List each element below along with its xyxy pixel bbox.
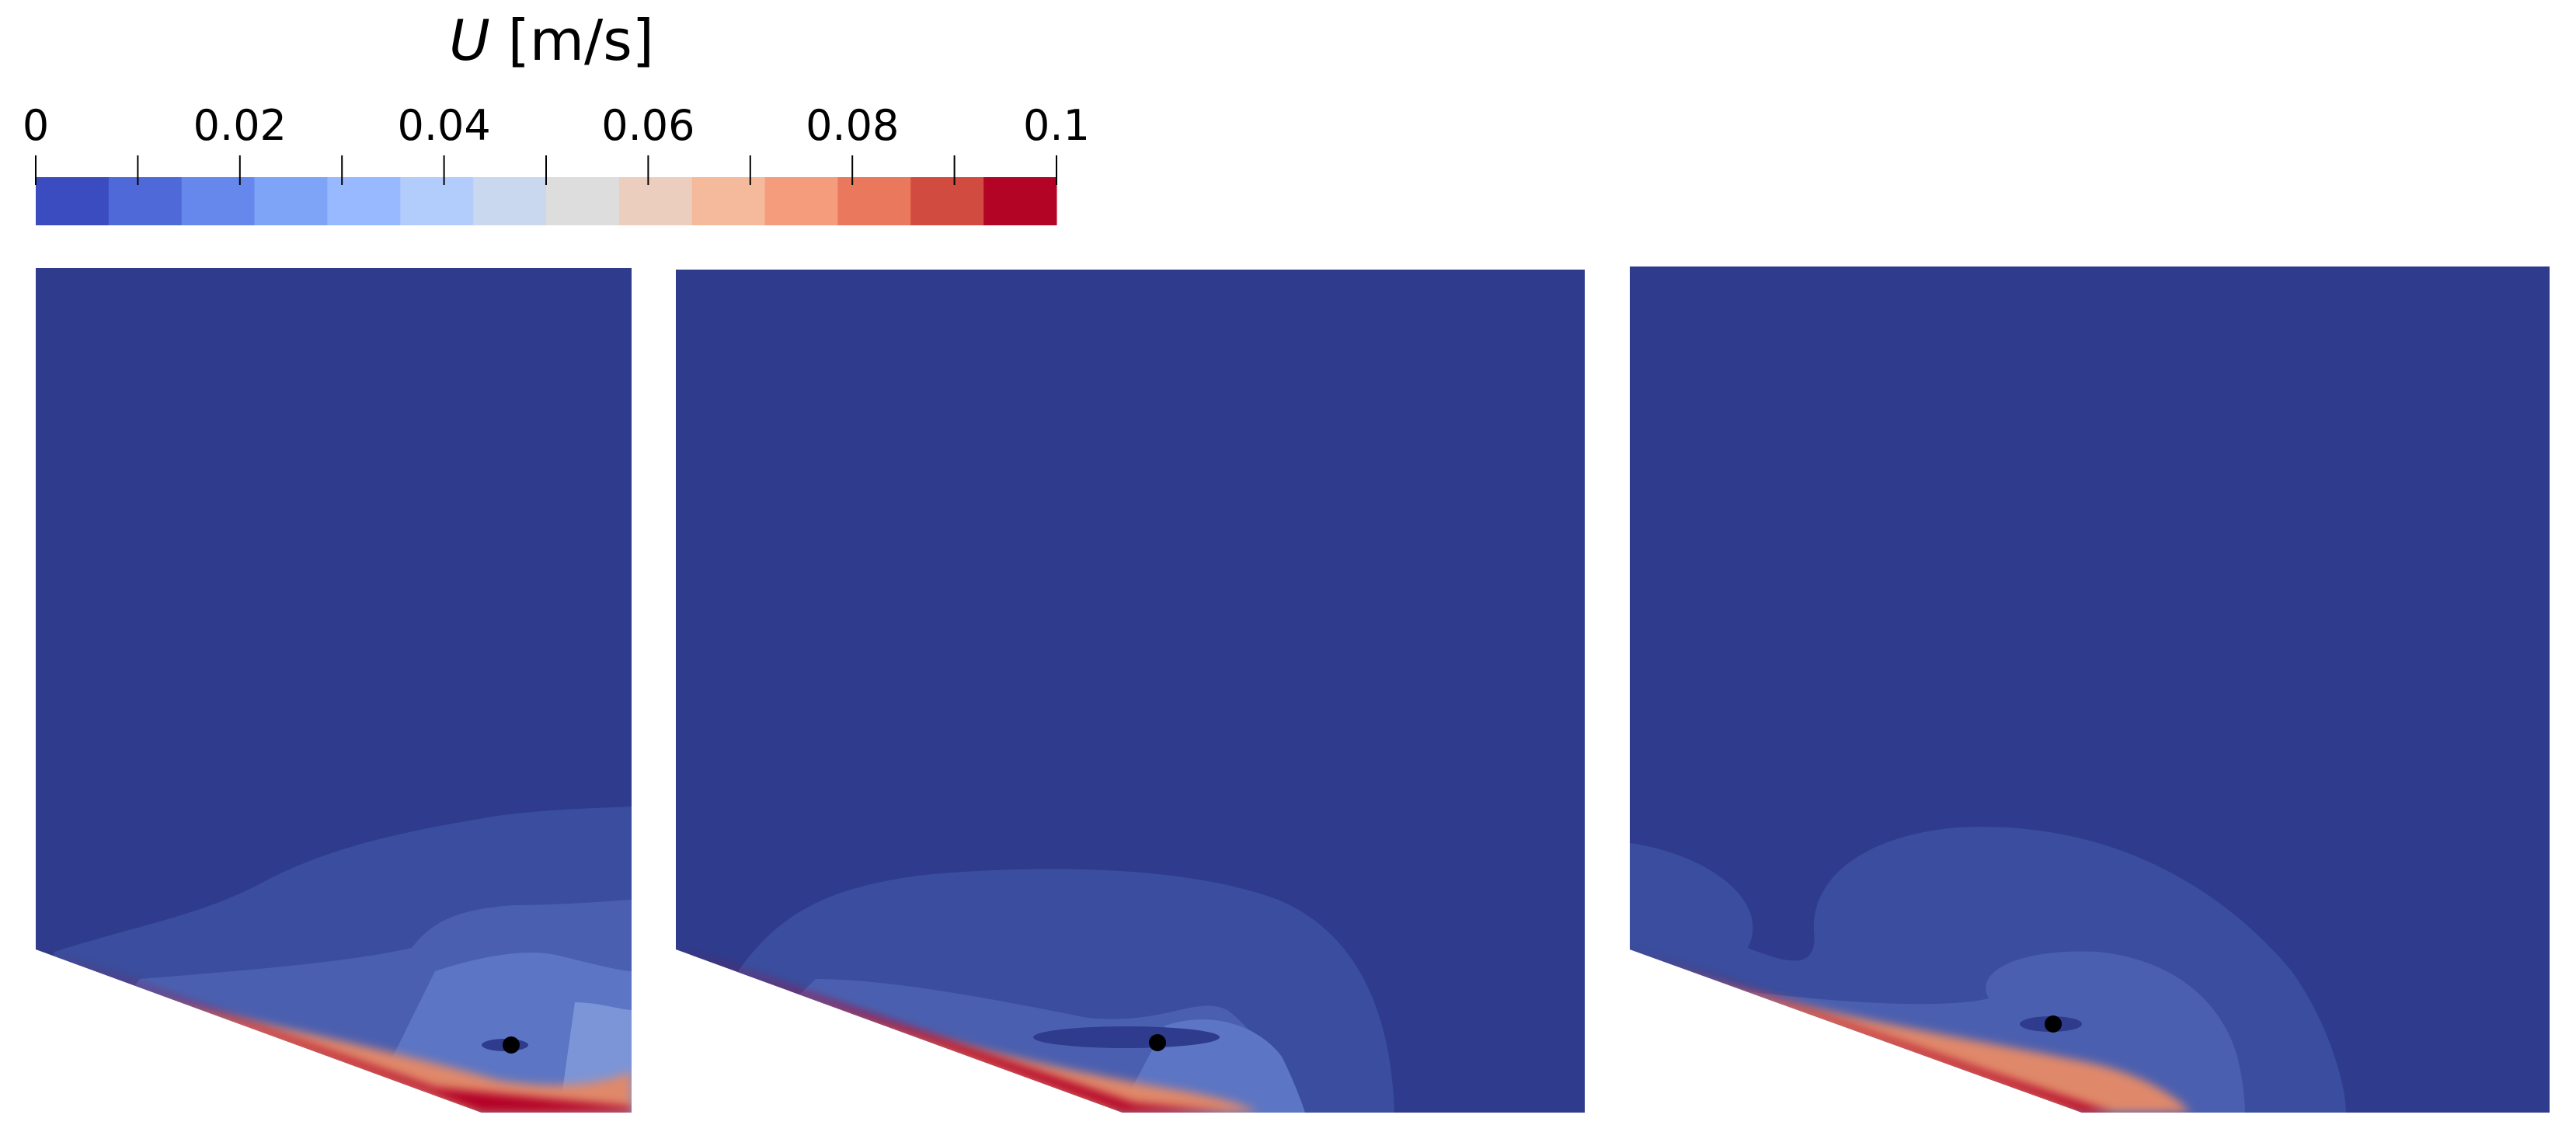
panel-3-particle-marker [2045,1015,2062,1033]
colorbar-swatch [618,177,693,225]
panel-1 [36,268,632,1113]
colorbar-title: U [m/s] [0,8,1103,73]
colorbar-swatch [837,177,911,225]
colorbar-swatch [181,177,256,225]
colorbar-swatch [691,177,766,225]
colorbar-tick-label: 0.06 [601,101,694,150]
panel-3 [1630,266,2550,1113]
colorbar-tick-labels: 0 0.02 0.04 0.06 0.08 0.1 [23,101,1090,150]
colorbar-swatch [910,177,984,225]
colorbar-ticks [35,155,1057,185]
colorbar-swatch [546,177,620,225]
colorbar-unit: [m/s] [507,8,654,73]
panel-2-particle-marker [1149,1034,1166,1051]
colorbar-swatch [327,177,401,225]
colorbar-swatches [36,177,1057,225]
colorbar: 0 0.02 0.04 0.06 0.08 0.1 [23,101,1090,225]
colorbar-tick-label: 0.02 [193,101,287,150]
colorbar-swatch [983,177,1057,225]
colorbar-swatch [108,177,183,225]
colorbar-swatch [764,177,838,225]
colorbar-swatch [36,177,110,225]
panel-2-warm-band [777,994,1258,1113]
panel-2 [676,270,1585,1113]
panel-3-warm-band [1670,971,2191,1113]
colorbar-tick-label: 0 [23,101,49,150]
colorbar-tick-label: 0.1 [1023,101,1090,150]
colorbar-swatch [400,177,474,225]
panel-1-particle-marker [503,1036,520,1054]
colorbar-tick-label: 0.08 [806,101,899,150]
colorbar-swatch [473,177,547,225]
colorbar-swatch [254,177,328,225]
panel-2-wake [1033,1026,1220,1048]
colorbar-tick-label: 0.04 [397,101,490,150]
colorbar-variable: U [449,8,490,73]
